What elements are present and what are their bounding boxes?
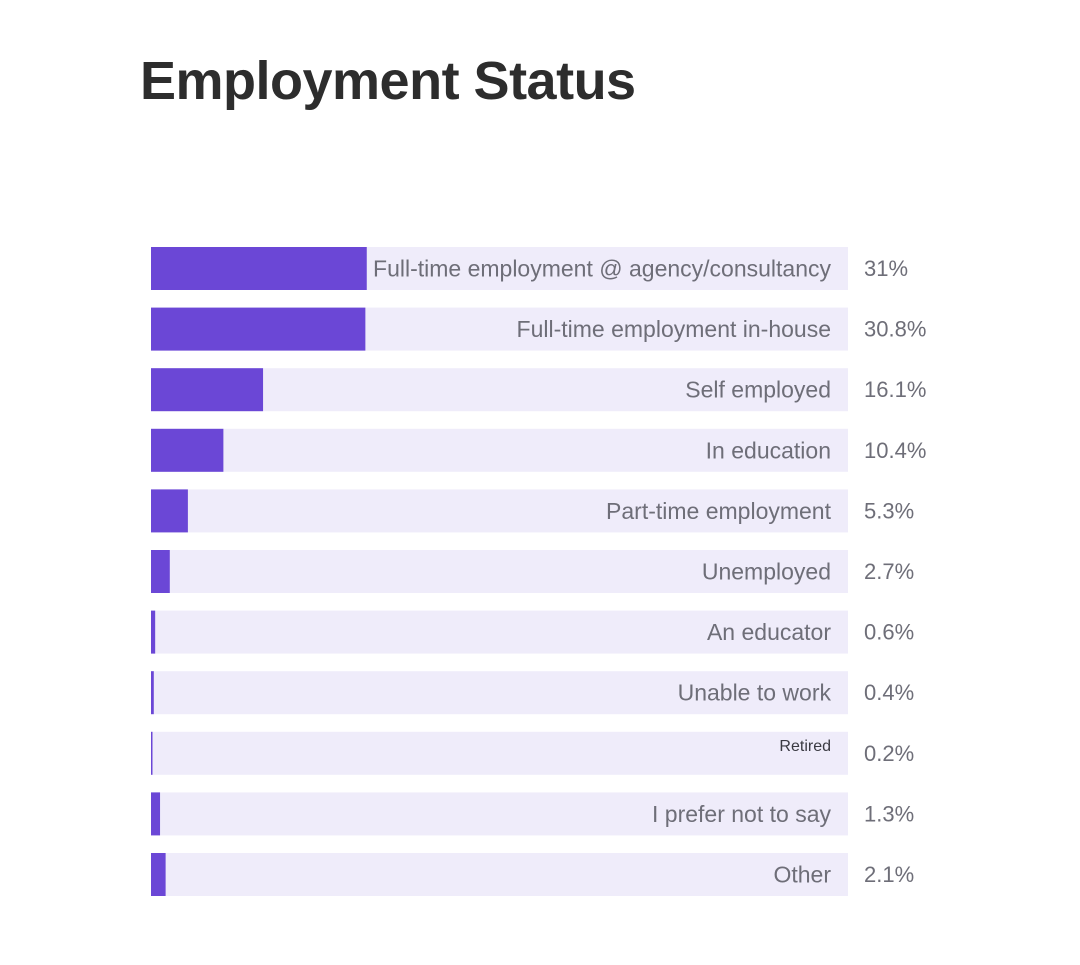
bar xyxy=(151,671,154,715)
bar xyxy=(151,489,188,533)
bar-row: Unemployed 2.7% xyxy=(151,550,914,593)
bar-row: Self employed 16.1% xyxy=(151,368,926,412)
bar xyxy=(151,550,170,593)
bar xyxy=(151,368,264,412)
category-label: In education xyxy=(706,437,831,463)
value-label: 31% xyxy=(864,256,908,281)
value-label: 30.8% xyxy=(864,317,926,342)
category-label: Self employed xyxy=(685,377,831,403)
bar-track xyxy=(151,428,848,472)
category-label: I prefer not to say xyxy=(652,801,831,827)
bar xyxy=(151,731,153,775)
category-label: Unemployed xyxy=(702,559,831,585)
bar-track xyxy=(151,792,848,836)
bar-row: Full-time employment @ agency/consultanc… xyxy=(151,247,908,290)
bar-track xyxy=(151,368,848,412)
value-label: 5.3% xyxy=(864,498,914,523)
value-label: 0.2% xyxy=(864,741,914,766)
value-label: 2.1% xyxy=(864,862,914,887)
value-label: 2.7% xyxy=(864,559,914,584)
bar-row: In education 10.4% xyxy=(151,428,926,472)
bar xyxy=(151,428,224,472)
category-label: Full-time employment in-house xyxy=(517,316,831,342)
bar-track xyxy=(151,550,848,593)
bar-row: Part-time employment 5.3% xyxy=(151,489,914,533)
bar xyxy=(151,610,156,654)
bar-row: An educator 0.6% xyxy=(151,610,914,654)
bar xyxy=(151,853,166,896)
category-label: Other xyxy=(773,862,831,888)
bar xyxy=(151,247,367,290)
value-label: 10.4% xyxy=(864,438,926,463)
category-label: Unable to work xyxy=(678,680,832,706)
bar-track xyxy=(151,853,848,896)
value-label: 0.4% xyxy=(864,680,914,705)
bar-track xyxy=(151,731,848,775)
category-label: Retired xyxy=(779,738,831,755)
value-label: 1.3% xyxy=(864,801,914,826)
bar-row: I prefer not to say 1.3% xyxy=(151,792,914,836)
value-label: 16.1% xyxy=(864,377,926,402)
category-label: Part-time employment xyxy=(606,498,832,524)
bar-track xyxy=(151,489,848,533)
bar-track xyxy=(151,610,848,654)
chart-title: Employment Status xyxy=(140,51,636,111)
bar-row: Retired 0.2% xyxy=(151,731,914,775)
category-label: An educator xyxy=(707,619,831,645)
bar-row: Full-time employment in-house 30.8% xyxy=(151,307,926,351)
bar-track xyxy=(151,671,848,715)
bar xyxy=(151,792,161,836)
category-label: Full-time employment @ agency/consultanc… xyxy=(373,256,831,282)
bar-row: Other 2.1% xyxy=(151,853,914,896)
value-label: 0.6% xyxy=(864,620,914,645)
bar xyxy=(151,307,366,351)
bar-row: Unable to work 0.4% xyxy=(151,671,914,715)
